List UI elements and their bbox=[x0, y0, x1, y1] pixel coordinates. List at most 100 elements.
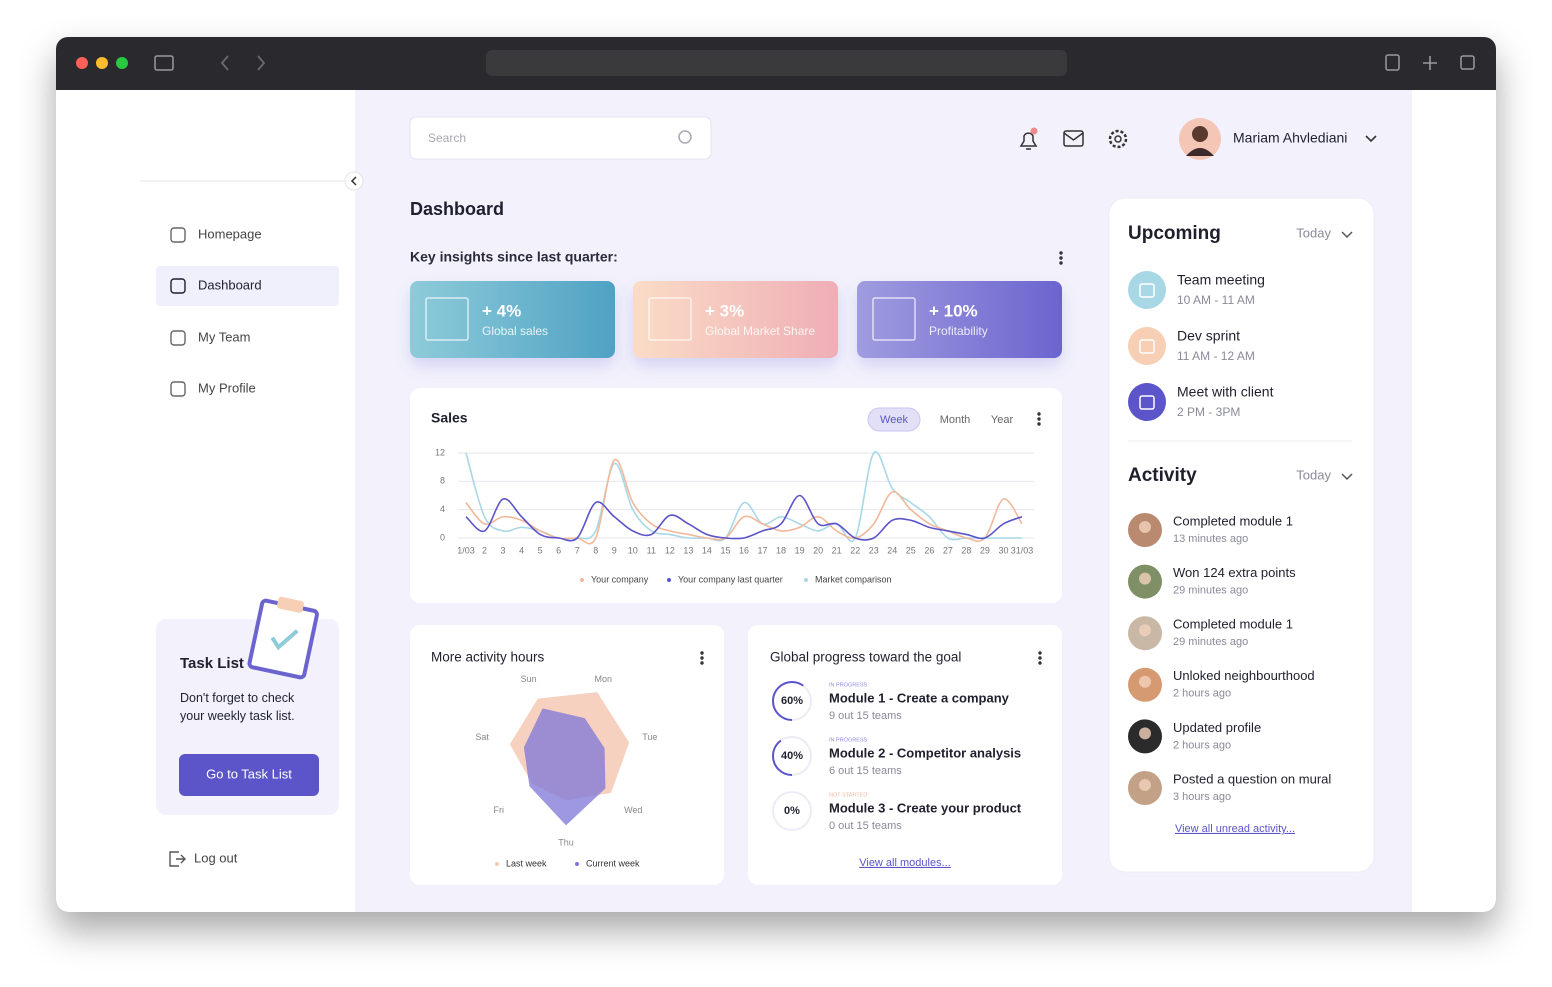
menu-dot[interactable] bbox=[1037, 422, 1041, 426]
tab-label[interactable]: Month bbox=[940, 414, 971, 426]
logout-label[interactable]: Log out bbox=[194, 850, 238, 865]
new-tab-icon[interactable] bbox=[1423, 56, 1437, 70]
tab-active-bg[interactable] bbox=[867, 407, 921, 432]
nav-active-bg[interactable] bbox=[156, 266, 339, 306]
menu-dot[interactable] bbox=[1037, 417, 1041, 421]
activity-time: 29 minutes ago bbox=[1173, 636, 1248, 648]
search-icon[interactable] bbox=[678, 130, 692, 144]
progress-percent: 60% bbox=[781, 695, 803, 707]
event-icon[interactable] bbox=[1128, 271, 1166, 309]
nav-label[interactable]: Dashboard bbox=[198, 277, 262, 292]
task-title: Task List bbox=[180, 655, 244, 672]
upcoming-filter[interactable]: Today bbox=[1296, 225, 1331, 240]
activity-text[interactable]: Updated profile bbox=[1173, 720, 1261, 735]
event-calendar bbox=[1139, 283, 1155, 298]
activity-avatar-face bbox=[1139, 521, 1151, 533]
activity-text[interactable]: Posted a question on mural bbox=[1173, 771, 1331, 786]
activity-text[interactable]: Completed module 1 bbox=[1173, 513, 1293, 528]
x-tick-label: 10 bbox=[628, 545, 638, 555]
share-icon[interactable] bbox=[1385, 54, 1400, 71]
event-calendar bbox=[1139, 395, 1155, 410]
address-bar[interactable] bbox=[486, 50, 1067, 76]
zoom-button[interactable] bbox=[116, 57, 128, 69]
menu-dot[interactable] bbox=[700, 651, 704, 655]
kpi-label: Profitability bbox=[929, 324, 988, 338]
x-tick-label: 2 bbox=[482, 545, 487, 555]
bell-icon[interactable] bbox=[1019, 132, 1038, 150]
upcoming-filter-chevron[interactable] bbox=[1341, 231, 1353, 239]
upcoming-title: Upcoming bbox=[1128, 223, 1221, 244]
legend-dot bbox=[667, 578, 671, 582]
activity-filter-chevron[interactable] bbox=[1341, 473, 1353, 481]
nav-icon[interactable] bbox=[170, 227, 186, 243]
menu-dot[interactable] bbox=[700, 661, 704, 665]
event-icon[interactable] bbox=[1128, 327, 1166, 365]
sales-line bbox=[465, 494, 1023, 542]
collapse-button[interactable] bbox=[344, 171, 364, 191]
module-status: IN PROGRESS bbox=[829, 737, 868, 743]
progress-card bbox=[748, 625, 1062, 885]
menu-dot[interactable] bbox=[1059, 261, 1063, 265]
x-tick-label: 14 bbox=[702, 545, 712, 555]
activity-text[interactable]: Completed module 1 bbox=[1173, 617, 1293, 632]
menu-dot[interactable] bbox=[1038, 661, 1042, 665]
radar-axis-label: Thu bbox=[558, 837, 574, 847]
sales-card bbox=[410, 388, 1062, 603]
menu-dot[interactable] bbox=[1038, 656, 1042, 660]
kpi-card bbox=[633, 281, 838, 358]
menu-dot[interactable] bbox=[700, 656, 704, 660]
activity-avatar-face bbox=[1139, 675, 1151, 688]
user-menu-chevron[interactable] bbox=[1365, 135, 1377, 143]
nav-label[interactable]: My Profile bbox=[198, 380, 256, 395]
menu-dot[interactable] bbox=[1059, 256, 1063, 260]
task-button-label[interactable]: Go to Task List bbox=[206, 766, 292, 781]
logout-icon[interactable] bbox=[169, 851, 186, 867]
nav-icon[interactable] bbox=[170, 278, 186, 294]
event-name[interactable]: Meet with client bbox=[1177, 384, 1274, 400]
modules-link[interactable]: View all modules... bbox=[859, 857, 951, 869]
insights-title: Key insights since last quarter: bbox=[410, 249, 618, 265]
activity-avatar-face bbox=[1139, 779, 1151, 791]
minimize-button[interactable] bbox=[96, 57, 108, 69]
nav-icon[interactable] bbox=[170, 381, 186, 397]
user-name[interactable]: Mariam Ahvlediani bbox=[1233, 130, 1347, 146]
event-time: 11 AM - 12 AM bbox=[1177, 349, 1255, 363]
search-box[interactable] bbox=[409, 116, 712, 160]
activity-link[interactable]: View all unread activity... bbox=[1175, 823, 1295, 835]
nav-arrows[interactable] bbox=[220, 55, 266, 71]
activity-filter[interactable]: Today bbox=[1296, 467, 1331, 482]
activity-text[interactable]: Won 124 extra points bbox=[1173, 565, 1296, 580]
tabs-icon[interactable] bbox=[1460, 55, 1475, 70]
settings-icon[interactable] bbox=[1108, 129, 1128, 149]
tab-label[interactable]: Year bbox=[991, 414, 1014, 426]
x-tick-label: 12 bbox=[665, 545, 675, 555]
nav-icon[interactable] bbox=[170, 330, 186, 346]
x-tick-label: 27 bbox=[943, 545, 953, 555]
event-icon[interactable] bbox=[1128, 383, 1166, 421]
x-tick-label: 18 bbox=[776, 545, 786, 555]
radar-axis-label: Sat bbox=[475, 732, 489, 742]
search-placeholder[interactable]: Search bbox=[428, 131, 466, 145]
legend-label: Current week bbox=[586, 858, 640, 868]
x-tick-label: 31/03 bbox=[1011, 545, 1034, 555]
event-name[interactable]: Team meeting bbox=[1177, 272, 1265, 288]
menu-dot[interactable] bbox=[1059, 251, 1063, 255]
close-button[interactable] bbox=[76, 57, 88, 69]
legend-label: Your company bbox=[591, 574, 649, 584]
task-button[interactable] bbox=[179, 754, 319, 796]
mail-icon[interactable] bbox=[1063, 130, 1084, 147]
nav-label[interactable]: My Team bbox=[198, 329, 251, 344]
event-name[interactable]: Dev sprint bbox=[1177, 328, 1240, 344]
tab-label[interactable]: Week bbox=[880, 414, 908, 426]
menu-dot[interactable] bbox=[1038, 651, 1042, 655]
menu-dot[interactable] bbox=[1037, 412, 1041, 416]
module-name: Module 1 - Create a company bbox=[829, 690, 1010, 705]
legend-dot bbox=[580, 578, 584, 582]
activity-text[interactable]: Unloked neighbourthood bbox=[1173, 668, 1315, 683]
sidebar-toggle[interactable] bbox=[154, 55, 174, 71]
event-calendar bbox=[1139, 339, 1155, 354]
x-tick-label: 5 bbox=[538, 545, 543, 555]
event-time: 10 AM - 11 AM bbox=[1177, 293, 1255, 307]
nav-label[interactable]: Homepage bbox=[198, 226, 262, 241]
x-tick-label: 28 bbox=[961, 545, 971, 555]
